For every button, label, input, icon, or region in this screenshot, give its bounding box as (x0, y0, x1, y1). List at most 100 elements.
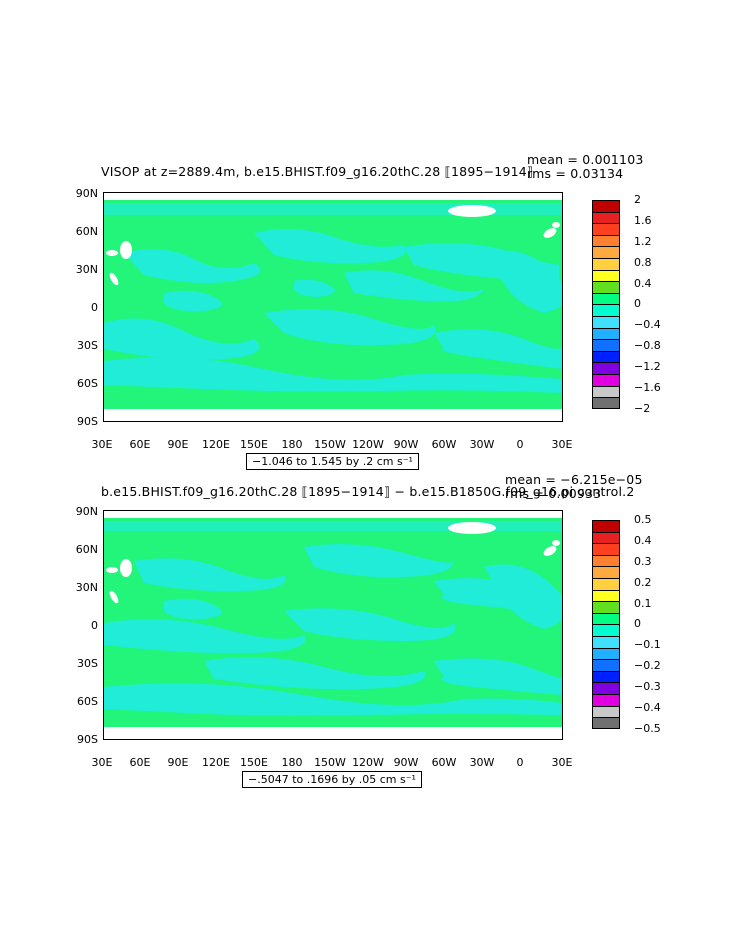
colorbar-swatch (592, 612, 620, 625)
colorbar-swatch (592, 577, 620, 590)
colorbar-swatch (592, 705, 620, 718)
lat-tick-label: 60N (75, 225, 98, 238)
lon-tick-label: 60W (431, 756, 457, 769)
lon-tick-label: 30W (469, 438, 495, 451)
colorbar-label: −0.3 (634, 680, 661, 694)
colorbar-swatch (592, 589, 620, 602)
lon-tick-label: 90W (393, 438, 419, 451)
lat-tick-label: 0 (91, 301, 98, 314)
colorbar-label: 0.8 (634, 255, 652, 269)
colorbar-swatch (592, 269, 620, 282)
colorbar-label: 0 (634, 617, 641, 631)
lon-tick-label: 120W (352, 438, 384, 451)
lat-tick-label: 90S (77, 733, 98, 746)
colorbar-label: 0.3 (634, 554, 652, 568)
map-field (104, 193, 562, 421)
colorbar-swatch (592, 693, 620, 706)
colorbar-label: 0.2 (634, 575, 652, 589)
lat-tick-label: 60S (77, 377, 98, 390)
lat-tick-label: 30N (75, 263, 98, 276)
colorbar-swatch (592, 315, 620, 328)
colorbar-swatch (592, 635, 620, 648)
colorbar-swatch (592, 211, 620, 224)
colorbar-swatch (592, 566, 620, 578)
lon-tick-label: 0 (516, 756, 524, 769)
colorbar-swatch (592, 624, 620, 636)
colorbar-swatch (592, 304, 620, 316)
colorbar-swatch (592, 647, 620, 660)
lat-tick-label: 0 (91, 619, 98, 632)
colorbar-label: 0 (634, 297, 641, 311)
lat-tick-label: 30S (77, 339, 98, 352)
contour-range-box: −.5047 to .1696 by .05 cm s⁻¹ (242, 771, 422, 788)
lon-tick-label: 120E (202, 438, 230, 451)
colorbar-label: 1.6 (634, 213, 652, 227)
mean-label: mean = 0.001103 (527, 152, 644, 167)
colorbar (592, 520, 620, 729)
plot-title: VISOP at z=2889.4m, b.e15.BHIST.f09_g16.… (101, 164, 534, 179)
colorbar-swatch (592, 339, 620, 351)
colorbar-swatch (592, 670, 620, 683)
colorbar-label: −0.8 (634, 339, 661, 353)
lon-tick-label: 0 (516, 438, 524, 451)
lon-tick-label: 60W (431, 438, 457, 451)
lon-tick-label: 150E (240, 756, 268, 769)
colorbar-label: 0.1 (634, 596, 652, 610)
lat-tick-label: 30S (77, 657, 98, 670)
colorbar-swatch (592, 292, 620, 305)
rms-label: rms = 0.00933 (505, 486, 602, 501)
lat-tick-label: 60N (75, 543, 98, 556)
colorbar-label: −0.1 (634, 638, 661, 652)
colorbar-label: 2 (634, 193, 641, 206)
lon-tick-label: 60E (129, 438, 151, 451)
lat-tick-label: 90N (75, 187, 98, 200)
colorbar-label: −0.4 (634, 700, 661, 714)
colorbar-swatch (592, 682, 620, 694)
lon-tick-label: 90W (393, 756, 419, 769)
lon-tick-label: 30E (91, 438, 113, 451)
lon-tick-label: 150W (314, 756, 346, 769)
colorbar-swatch (592, 200, 620, 212)
plot-title: b.e15.BHIST.f09_g16.20thC.28 ⟦1895−1914⟧… (101, 484, 635, 499)
lon-tick-label: 30E (551, 756, 573, 769)
map-field (104, 511, 562, 739)
colorbar-swatch (592, 601, 620, 613)
colorbar-swatch (592, 257, 620, 270)
colorbar-swatch (592, 281, 620, 293)
plot-panel-2: b.e15.BHIST.f09_g16.20thC.28 ⟦1895−1914⟧… (0, 470, 733, 790)
colorbar-swatch (592, 543, 620, 555)
lon-tick-label: 30E (91, 756, 113, 769)
colorbar-label: −0.2 (634, 659, 661, 673)
lon-tick-label: 30W (469, 756, 495, 769)
lon-tick-label: 120E (202, 756, 230, 769)
colorbar-label: 0.5 (634, 513, 652, 526)
colorbar-label: −1.6 (634, 380, 661, 394)
colorbar-swatch (592, 362, 620, 374)
colorbar-swatch (592, 246, 620, 258)
map-plot (103, 510, 563, 740)
colorbar-label: −1.2 (634, 360, 661, 374)
colorbar-label: −0.5 (634, 721, 661, 735)
lon-tick-label: 180 (281, 438, 303, 451)
rms-label: rms = 0.03134 (527, 166, 624, 181)
colorbar-swatch (592, 385, 620, 398)
colorbar (592, 200, 620, 409)
colorbar-swatch (592, 717, 620, 729)
colorbar-label: 0.4 (634, 276, 652, 290)
lon-tick-label: 90E (167, 438, 189, 451)
lon-tick-label: 60E (129, 756, 151, 769)
lat-tick-label: 30N (75, 581, 98, 594)
lon-tick-label: 150W (314, 438, 346, 451)
contour-range-box: −1.046 to 1.545 by .2 cm s⁻¹ (246, 453, 419, 470)
colorbar-swatch (592, 520, 620, 532)
colorbar-swatch (592, 531, 620, 544)
lon-tick-label: 90E (167, 756, 189, 769)
mean-label: mean = −6.215e−05 (505, 472, 643, 487)
lon-tick-label: 30E (551, 438, 573, 451)
colorbar-swatch (592, 350, 620, 363)
colorbar-swatch (592, 234, 620, 247)
lat-tick-label: 90N (75, 505, 98, 518)
colorbar-label: −2 (634, 401, 651, 415)
colorbar-swatch (592, 397, 620, 409)
colorbar-swatch (592, 327, 620, 340)
